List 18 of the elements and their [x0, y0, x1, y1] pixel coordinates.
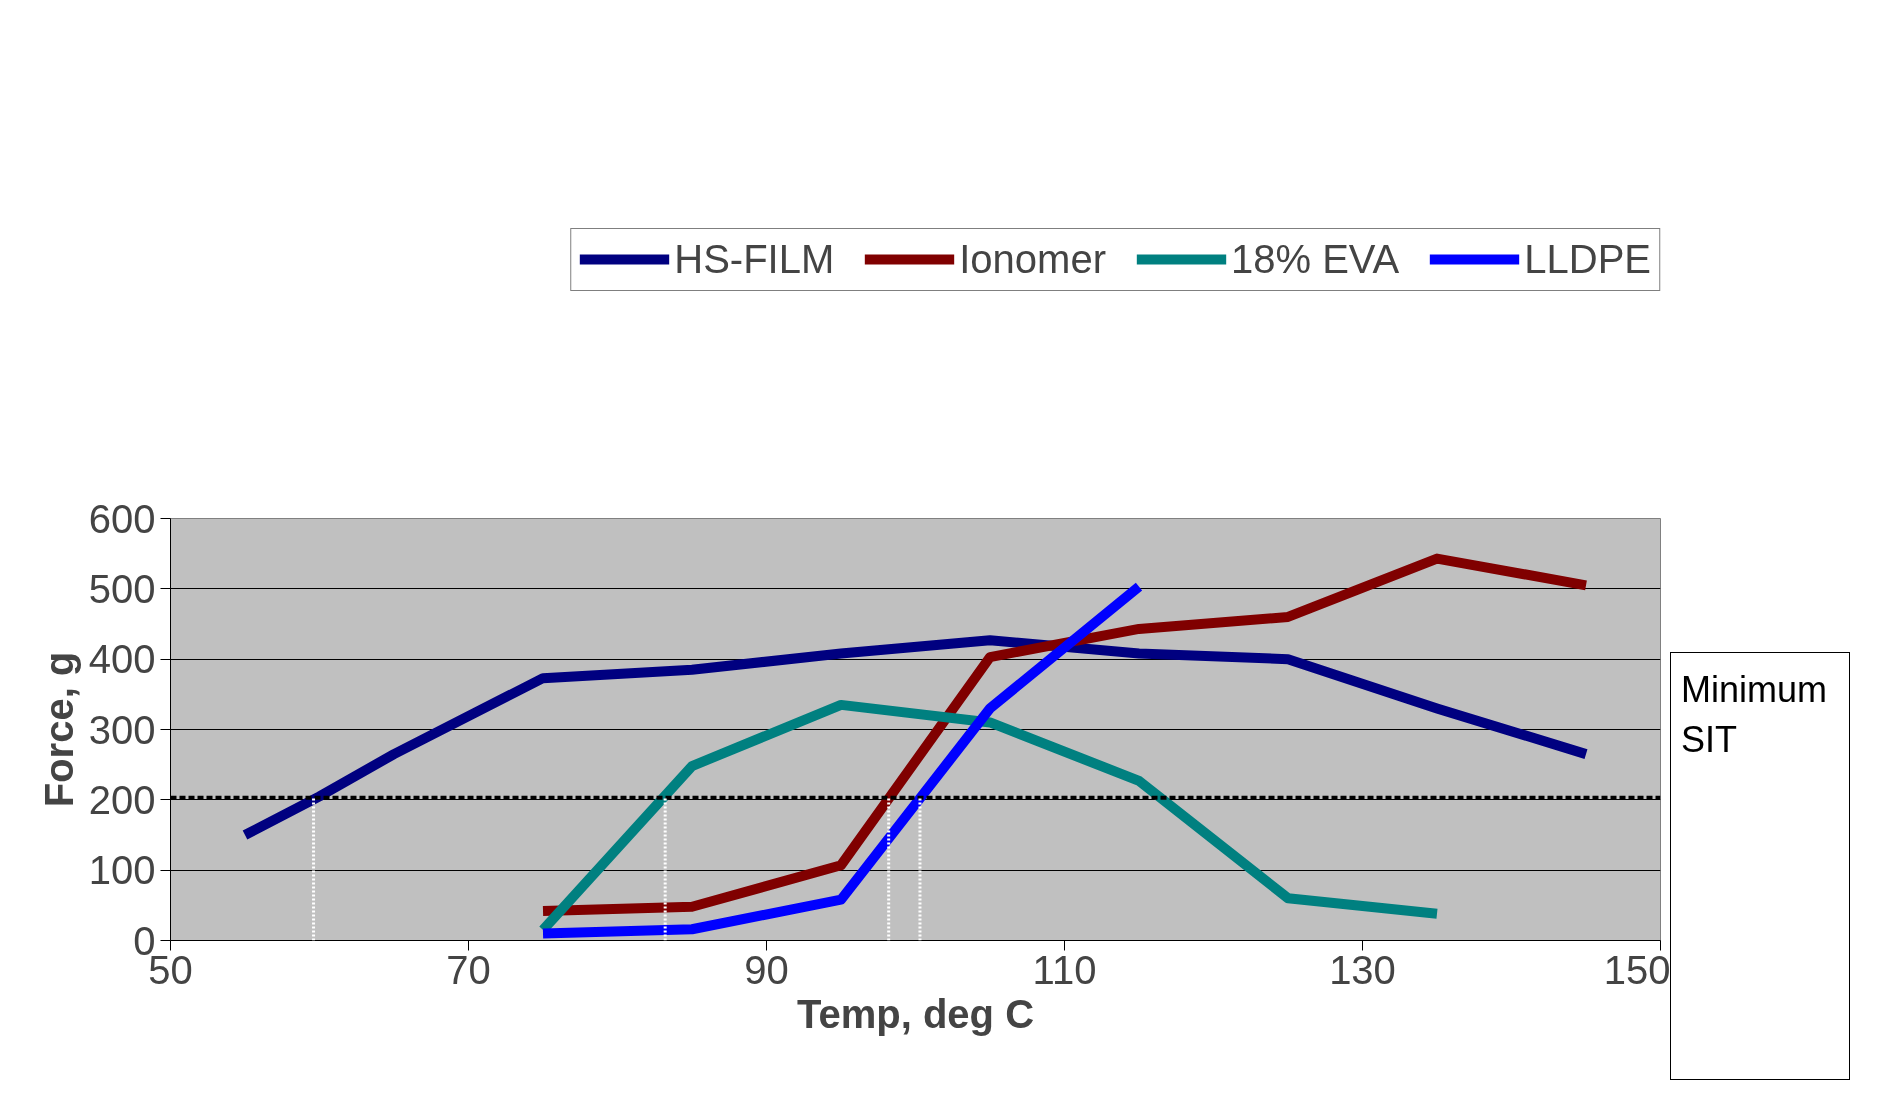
x-tick-label: 130: [1329, 947, 1396, 992]
x-tick-label: 90: [744, 947, 789, 992]
legend-label: Ionomer: [959, 236, 1106, 282]
y-tick-label: 300: [88, 707, 156, 752]
y-tick-label: 600: [88, 496, 156, 541]
legend-label: HS-FILM: [674, 236, 835, 282]
x-axis-title: Temp, deg C: [796, 991, 1035, 1036]
y-tick-label: 400: [88, 637, 156, 682]
x-tick-label: 150: [1603, 947, 1671, 992]
y-tick-label: 200: [88, 777, 156, 822]
y-tick-label: 500: [88, 566, 156, 611]
y-axis-title: Force, g: [36, 651, 81, 808]
x-tick-label: 110: [1032, 947, 1097, 992]
legend-label: LLDPE: [1524, 236, 1651, 282]
ref-line-label: Minimum SIT: [1681, 668, 1828, 763]
y-tick-label: 100: [88, 848, 156, 893]
x-tick-label: 70: [446, 947, 491, 992]
legend-label: 18% EVA: [1231, 236, 1400, 282]
